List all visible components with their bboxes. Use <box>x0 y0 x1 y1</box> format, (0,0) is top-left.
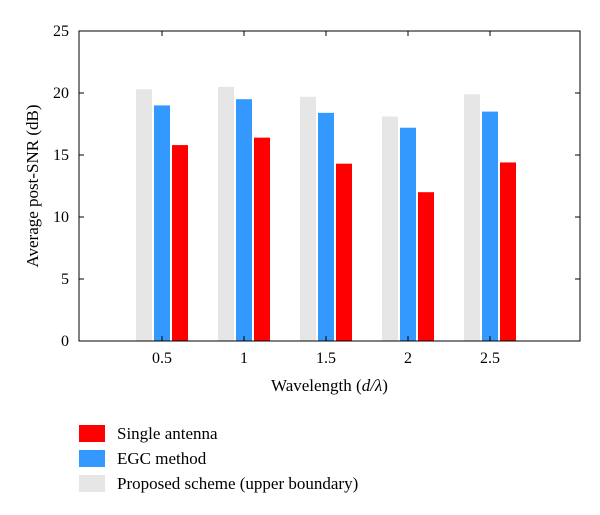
bar-1-2 <box>318 112 334 341</box>
y-axis-label: Average post-SNR (dB) <box>23 104 42 267</box>
bar-1-1 <box>236 99 252 341</box>
x-axis-label: Wavelength (d/λ) <box>271 376 388 395</box>
y-tick-label-2: 10 <box>53 209 69 226</box>
x-tick-label-1: 1 <box>240 350 248 367</box>
y-tick-label-4: 20 <box>53 85 69 102</box>
legend-swatch-1 <box>79 450 105 467</box>
bar-0-2 <box>300 96 316 341</box>
bar-1-3 <box>400 127 416 341</box>
y-axis-ticks: 0 5 10 15 20 25 <box>53 23 580 350</box>
legend-label-1: EGC method <box>117 449 207 468</box>
x-axis-label-variable: d/λ <box>362 376 383 395</box>
y-tick-label-1: 5 <box>61 271 69 288</box>
legend-swatch-2 <box>79 425 105 442</box>
bar-0-3 <box>382 116 398 341</box>
legend-swatch-0 <box>79 475 105 492</box>
x-tick-label-4: 2.5 <box>480 350 500 367</box>
plot-frame <box>78 30 581 342</box>
x-axis-ticks: 0.5 1 1.5 2 2.5 <box>152 31 500 367</box>
legend: Single antenna EGC method Proposed scheme … <box>79 424 358 493</box>
bar-2-4 <box>500 162 516 341</box>
y-tick-label-5: 25 <box>53 23 69 40</box>
bar-2-0 <box>172 145 188 341</box>
x-tick-label-0: 0.5 <box>152 350 172 367</box>
bar-2-2 <box>336 163 352 341</box>
x-tick-label-3: 2 <box>404 350 412 367</box>
bar-1-0 <box>154 105 170 342</box>
x-axis-label-prefix: Wavelength ( <box>271 376 362 395</box>
bar-0-4 <box>464 94 480 342</box>
x-axis-label-suffix: ) <box>382 376 388 395</box>
bars-layer <box>136 86 516 342</box>
legend-label-2: Single antenna <box>117 424 218 443</box>
legend-label-0: Proposed scheme (upper boundary) <box>117 474 358 493</box>
bar-0-0 <box>136 89 152 341</box>
bar-2-3 <box>418 192 434 341</box>
bar-0-1 <box>218 86 234 341</box>
bar-2-1 <box>254 137 270 341</box>
x-tick-label-2: 1.5 <box>316 350 336 367</box>
y-tick-label-0: 0 <box>61 333 69 350</box>
y-tick-label-3: 15 <box>53 147 69 164</box>
bar-1-4 <box>482 111 498 341</box>
